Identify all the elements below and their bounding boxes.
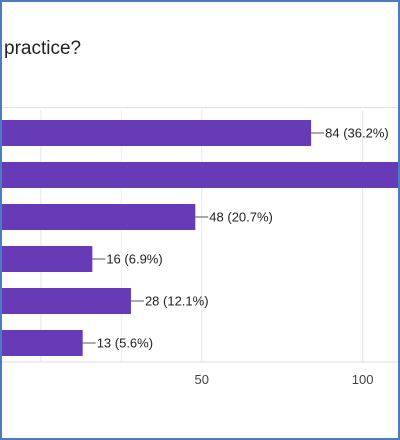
bar-2 xyxy=(2,204,196,230)
bar-1 xyxy=(2,162,398,188)
data-label-2: 48 (20.7%) xyxy=(209,210,273,225)
x-tick-label-0: 50 xyxy=(195,372,209,387)
x-tick-label-1: 100 xyxy=(352,372,374,387)
data-label-0: 84 (36.2%) xyxy=(325,126,389,141)
title-divider xyxy=(2,107,398,108)
data-label-4: 28 (12.1%) xyxy=(145,294,209,309)
bar-4 xyxy=(2,288,131,314)
bar-0 xyxy=(2,120,312,146)
data-label-3: 16 (6.9%) xyxy=(106,252,162,267)
chart-title: practice? xyxy=(4,38,82,59)
data-label-5: 13 (5.6%) xyxy=(97,336,153,351)
bar-3 xyxy=(2,246,93,272)
bar-5 xyxy=(2,330,83,356)
